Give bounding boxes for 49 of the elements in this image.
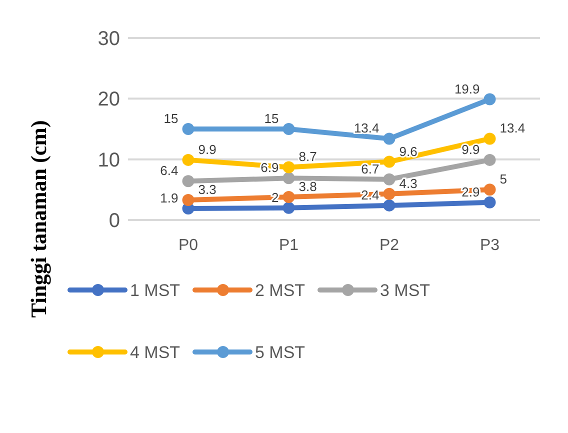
point [383,199,396,212]
data-label: 8.7 [298,149,317,164]
point [282,202,295,214]
data-label: 1.9 [160,190,178,206]
data-label: 9.9 [462,142,480,157]
data-label: 9.9 [198,142,216,157]
legend-label: 4 MST [130,342,180,362]
data-label: 5 [500,172,507,187]
point [282,172,295,184]
x-tick-label: P0 [178,237,198,254]
data-label: 19.9 [454,81,480,96]
y-tick-label: 0 [108,210,120,232]
point [282,190,295,203]
y-tick-label: 20 [98,88,120,111]
data-label: 13.4 [500,120,526,136]
y-tick-label: 30 [98,28,120,50]
point [383,188,396,200]
point [484,154,496,166]
point [484,196,496,208]
x-tick-label: P1 [278,237,299,254]
legend-label: 2 MST [255,280,306,300]
legend-label: 1 MST [130,280,180,300]
data-label: 15 [164,111,178,126]
x-tick-label: P2 [379,237,400,254]
point [383,132,396,145]
data-label: 6.4 [160,163,178,178]
data-label: 9.6 [399,144,418,159]
legend-label: 3 MST [380,280,430,300]
point [182,194,194,206]
point [182,154,194,166]
point [484,132,496,145]
data-label: 3.8 [298,178,317,194]
data-label: 15 [264,111,279,126]
point [383,173,396,186]
point [282,123,295,135]
x-tick-label: P3 [480,237,500,254]
data-label: 13.4 [354,120,380,136]
point [182,175,194,188]
data-label: 6.7 [361,161,380,176]
legend-label: 5 MST [255,342,306,362]
data-label: 3.3 [198,182,216,197]
point [484,93,496,106]
y-tick-label: 10 [98,149,120,172]
data-label: 4.3 [399,176,418,191]
point [282,161,295,174]
y-axis-title: Tinggi tanaman (cm) [26,120,51,318]
point [182,123,194,135]
point [484,184,496,196]
point [383,156,396,168]
